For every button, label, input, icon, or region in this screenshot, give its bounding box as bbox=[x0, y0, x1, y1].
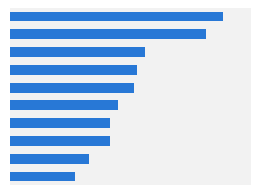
Bar bbox=[10, 47, 145, 57]
Bar bbox=[10, 65, 137, 75]
Bar bbox=[10, 12, 223, 21]
Bar bbox=[10, 118, 110, 128]
Bar bbox=[10, 101, 118, 110]
Bar bbox=[10, 30, 206, 39]
Bar bbox=[10, 172, 75, 181]
Bar bbox=[10, 154, 89, 163]
Bar bbox=[10, 136, 110, 146]
Bar bbox=[10, 83, 134, 92]
